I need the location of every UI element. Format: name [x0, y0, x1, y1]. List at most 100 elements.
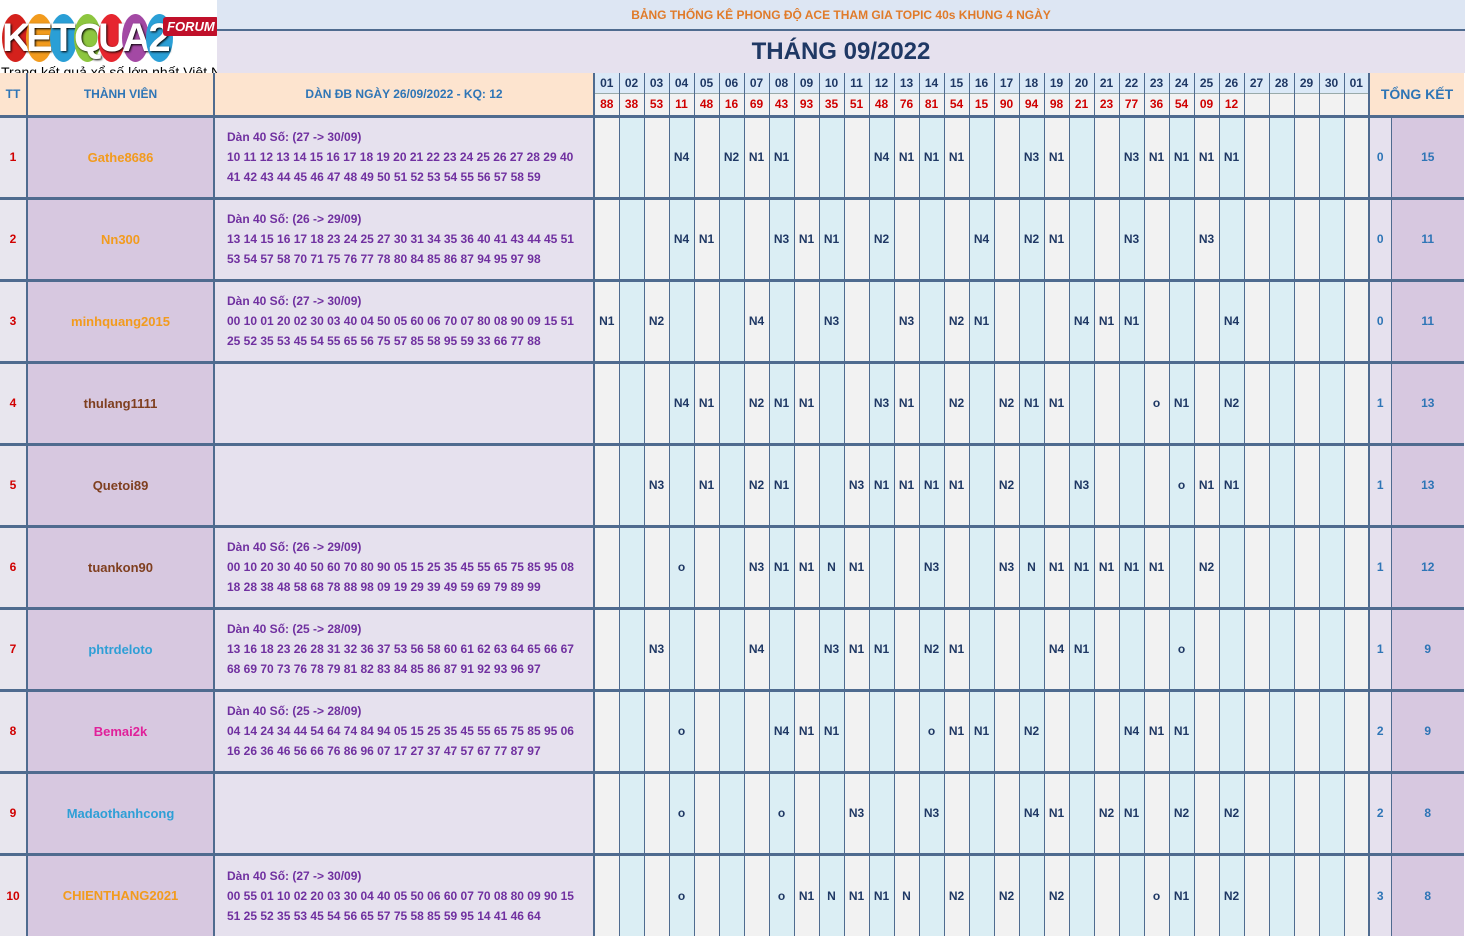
day-cell — [818, 442, 844, 526]
dan-cell — [214, 442, 595, 526]
day-cell: N1 — [1043, 524, 1069, 608]
day-cell — [1243, 606, 1269, 690]
day-cell — [1343, 524, 1369, 608]
day-cell: N1 — [1018, 360, 1044, 444]
total-count: 1 — [1368, 524, 1391, 608]
member-name[interactable]: tuankon90 — [26, 524, 215, 608]
day-cell: o — [1168, 442, 1194, 526]
day-cell — [793, 278, 819, 362]
member-name[interactable]: thulang1111 — [26, 360, 215, 444]
day-header: 14 — [918, 73, 944, 93]
day-cell: N1 — [1118, 770, 1144, 854]
day-cell — [818, 360, 844, 444]
day-cell — [1243, 442, 1269, 526]
day-cell: N4 — [1043, 606, 1069, 690]
result-cell: 12 — [1218, 92, 1244, 116]
member-name[interactable]: Gathe8686 — [26, 114, 215, 198]
day-cell — [1318, 442, 1344, 526]
day-cell — [993, 196, 1019, 280]
day-cell: N1 — [968, 278, 994, 362]
day-cell: N1 — [893, 442, 919, 526]
day-cell — [1218, 196, 1244, 280]
day-header: 29 — [1293, 73, 1319, 93]
day-cell — [1193, 278, 1219, 362]
day-cell — [1293, 524, 1319, 608]
day-header: 09 — [793, 73, 819, 93]
day-header: 16 — [968, 73, 994, 93]
dan-dan-line1 — [227, 803, 592, 823]
member-name[interactable]: Bemai2k — [26, 688, 215, 772]
day-cell — [893, 688, 919, 772]
day-cell: o — [668, 688, 694, 772]
day-cell: N1 — [693, 196, 719, 280]
day-cell — [718, 688, 744, 772]
result-cell: 69 — [743, 92, 769, 116]
day-cell — [1268, 114, 1294, 198]
day-cell — [718, 278, 744, 362]
day-cell — [1268, 852, 1294, 936]
day-cell: N3 — [768, 196, 794, 280]
day-cell — [918, 196, 944, 280]
header-dan: DÀN ĐB NGÀY 26/09/2022 - KQ: 12 — [214, 73, 595, 116]
member-name[interactable]: phtrdeloto — [26, 606, 215, 690]
day-cell — [1343, 852, 1369, 936]
dan-cell: Dàn 40 Số: (27 -> 30/09) 00 55 01 10 02 2… — [214, 852, 595, 936]
row-number: 5 — [0, 442, 27, 526]
site-logo[interactable]: KETQUA2 FORUM Trang kết quả xổ số lớn nh… — [0, 0, 241, 84]
day-cell — [1343, 360, 1369, 444]
day-cell — [893, 770, 919, 854]
day-cell — [1243, 114, 1269, 198]
result-cell: 38 — [618, 92, 644, 116]
day-cell — [1043, 278, 1069, 362]
day-cell: N — [893, 852, 919, 936]
member-name[interactable]: Madaothanhcong — [26, 770, 215, 854]
result-cell: 77 — [1118, 92, 1144, 116]
day-cell — [1093, 606, 1119, 690]
day-cell — [1093, 852, 1119, 936]
day-cell — [643, 114, 669, 198]
total-count: 1 — [1368, 442, 1391, 526]
day-cell — [1293, 278, 1319, 362]
day-cell: N4 — [743, 606, 769, 690]
day-cell: N1 — [1143, 114, 1169, 198]
day-cell — [1318, 524, 1344, 608]
day-cell: N2 — [1193, 524, 1219, 608]
result-cell: 54 — [943, 92, 969, 116]
day-cell — [1318, 278, 1344, 362]
day-cell — [1318, 770, 1344, 854]
day-cell: o — [918, 688, 944, 772]
dan-dan-line1 — [227, 475, 592, 495]
day-cell — [668, 442, 694, 526]
day-cell: N3 — [993, 524, 1019, 608]
day-cell — [1318, 852, 1344, 936]
day-cell — [593, 114, 619, 198]
day-cell — [1343, 114, 1369, 198]
day-cell: N4 — [1068, 278, 1094, 362]
member-name[interactable]: minhquang2015 — [26, 278, 215, 362]
day-cell — [893, 196, 919, 280]
member-name[interactable]: Nn300 — [26, 196, 215, 280]
day-cell — [1293, 606, 1319, 690]
dan-dan-line2: 53 54 57 58 70 71 75 76 77 78 80 84 85 8… — [227, 252, 541, 266]
day-cell: N1 — [1043, 114, 1069, 198]
day-cell — [1193, 852, 1219, 936]
day-cell: N — [818, 524, 844, 608]
day-cell: o — [768, 852, 794, 936]
member-name[interactable]: Quetoi89 — [26, 442, 215, 526]
day-cell: N2 — [993, 360, 1019, 444]
day-cell — [918, 278, 944, 362]
day-cell — [793, 770, 819, 854]
day-cell: N3 — [918, 524, 944, 608]
day-cell: N1 — [918, 442, 944, 526]
row-number: 10 — [0, 852, 27, 936]
table-row: 9 Madaothanhcong o o N3 N3 N4 N1 N2 N1 N2 N2 2 8 — [0, 770, 1464, 854]
dan-dan-title — [227, 373, 592, 393]
day-cell — [593, 770, 619, 854]
day-cell: N1 — [1168, 360, 1194, 444]
member-name[interactable]: CHIENTHANG2021 — [26, 852, 215, 936]
day-cell — [1268, 196, 1294, 280]
day-cell — [1168, 278, 1194, 362]
day-cell — [918, 852, 944, 936]
day-cell — [1193, 688, 1219, 772]
day-cell: N2 — [943, 852, 969, 936]
